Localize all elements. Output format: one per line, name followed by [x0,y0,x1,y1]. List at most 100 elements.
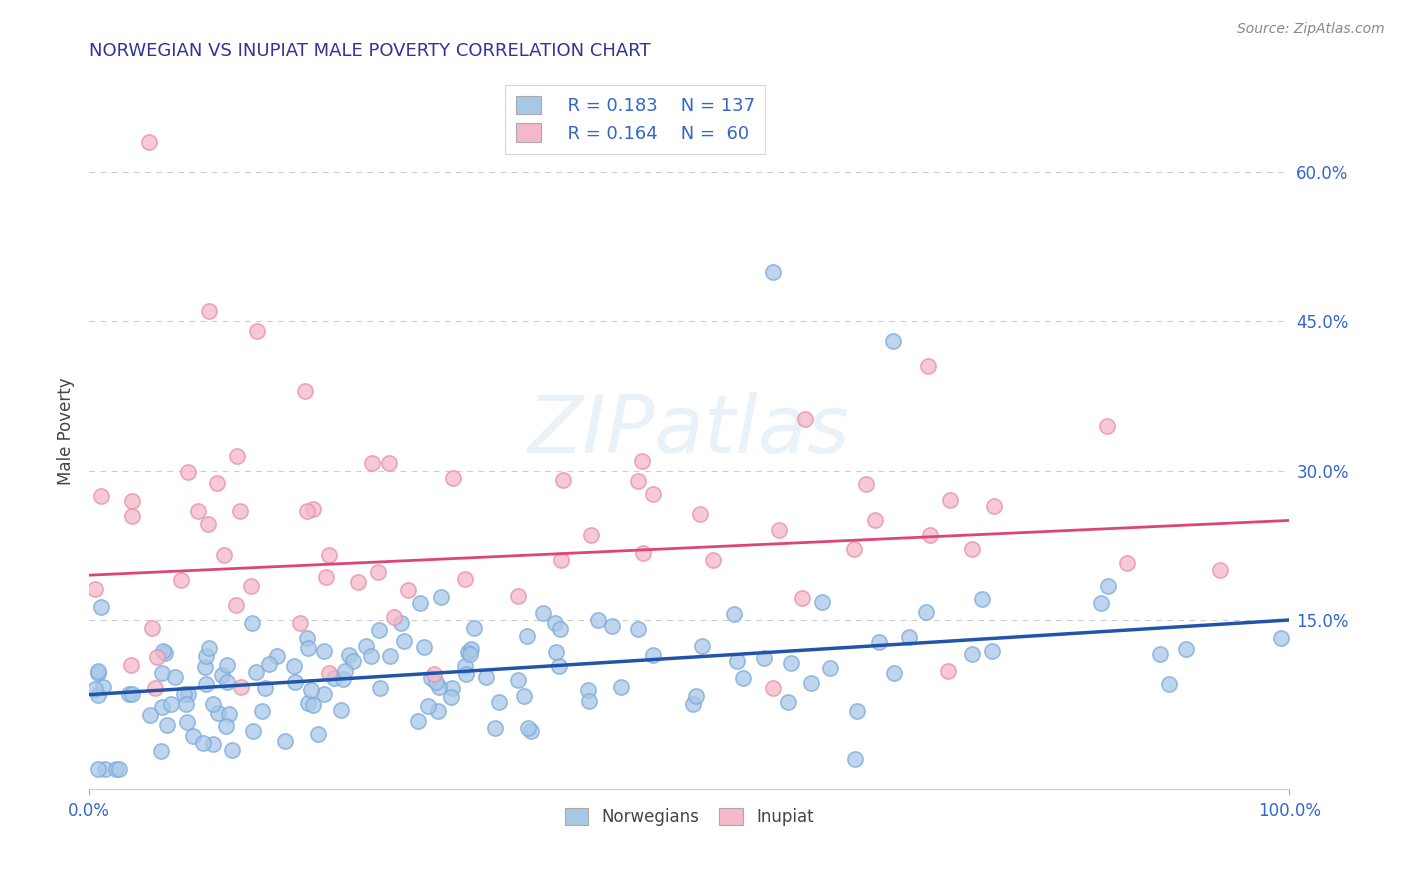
Point [368,623,391,637]
Point [214,548,236,562]
Point [335,664,357,678]
Point [1149,647,1171,661]
Point [800,676,823,690]
Point [274,734,297,748]
Point [315,570,337,584]
Point [215,675,238,690]
Point [458,647,481,661]
Point [1209,563,1232,577]
Point [702,553,724,567]
Y-axis label: Male Poverty: Male Poverty [58,377,75,484]
Point [631,546,654,560]
Point [117,687,139,701]
Point [160,697,183,711]
Point [844,752,866,766]
Point [776,695,799,709]
Point [1090,596,1112,610]
Point [475,670,498,684]
Point [318,548,340,562]
Point [288,616,311,631]
Point [578,694,600,708]
Point [337,648,360,662]
Point [195,677,218,691]
Text: ZIPatlas: ZIPatlas [529,392,851,470]
Point [731,672,754,686]
Point [174,697,197,711]
Point [409,596,432,610]
Point [600,619,623,633]
Point [93,762,115,776]
Point [855,477,877,491]
Point [548,623,571,637]
Point [330,703,353,717]
Point [413,640,436,654]
Point [457,645,479,659]
Point [898,631,921,645]
Point [368,681,391,695]
Point [685,690,707,704]
Point [396,582,419,597]
Point [460,642,482,657]
Point [423,667,446,681]
Point [915,605,938,619]
Point [207,706,229,720]
Point [626,474,648,488]
Point [586,613,609,627]
Point [225,598,247,612]
Point [463,622,485,636]
Point [87,665,110,679]
Point [983,500,1005,514]
Point [176,687,198,701]
Point [150,699,173,714]
Point [517,721,540,735]
Point [347,575,370,590]
Point [779,657,801,671]
Point [752,651,775,665]
Point [454,572,477,586]
Point [254,681,277,695]
Point [121,493,143,508]
Point [297,504,319,518]
Point [198,304,221,318]
Point [382,610,405,624]
Point [440,690,463,704]
Point [201,697,224,711]
Point [690,639,713,653]
Point [868,634,890,648]
Point [793,412,815,426]
Point [360,648,382,663]
Point [221,743,243,757]
Point [299,683,322,698]
Point [939,493,962,508]
Point [453,659,475,673]
Point [488,695,510,709]
Point [936,664,959,678]
Point [121,687,143,701]
Point [420,671,443,685]
Point [84,582,107,596]
Point [155,718,177,732]
Point [1175,642,1198,657]
Point [531,606,554,620]
Point [197,516,219,531]
Point [307,727,329,741]
Point [225,449,247,463]
Point [266,648,288,663]
Point [427,704,450,718]
Point [1095,418,1118,433]
Point [882,334,904,349]
Point [689,507,711,521]
Point [1270,631,1292,645]
Point [191,736,214,750]
Point [242,723,264,738]
Point [723,607,745,621]
Point [960,541,983,556]
Point [143,681,166,695]
Point [389,615,412,630]
Point [91,681,114,695]
Point [550,553,572,567]
Point [768,523,790,537]
Point [548,659,571,673]
Legend: Norwegians, Inupiat: Norwegians, Inupiat [557,800,823,835]
Point [427,680,450,694]
